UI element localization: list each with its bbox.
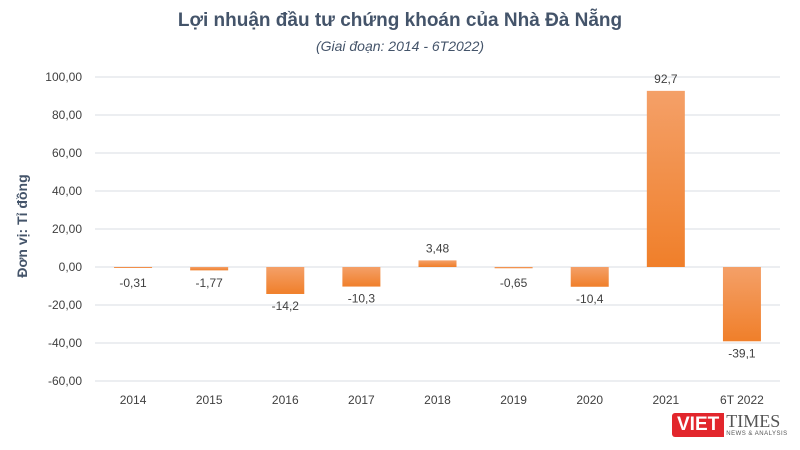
- x-tick-label: 2015: [196, 393, 223, 407]
- bar: [418, 260, 457, 267]
- y-tick-label: 40,00: [52, 184, 82, 198]
- bar: [722, 267, 761, 342]
- x-tick-label: 2020: [576, 393, 603, 407]
- logo-viet: VIET: [672, 413, 725, 437]
- data-label: 92,7: [654, 72, 678, 86]
- data-label: -1,77: [195, 276, 223, 290]
- y-tick-label: 0,00: [59, 260, 83, 274]
- x-tick-label: 2019: [500, 393, 527, 407]
- chart-subtitle: (Giai đoạn: 2014 - 6T2022): [315, 38, 485, 54]
- y-tick-label: 80,00: [52, 108, 82, 122]
- logo-text-column: TIMES NEWS & ANALYSIS: [726, 412, 787, 438]
- data-label: -39,1: [728, 346, 756, 360]
- bar: [114, 267, 153, 268]
- data-label: -14,2: [272, 299, 300, 313]
- y-tick-label: 20,00: [52, 222, 82, 236]
- data-label: -0,31: [119, 276, 147, 290]
- x-tick-label: 2016: [272, 393, 299, 407]
- data-label: -10,4: [576, 292, 604, 306]
- logo-times: TIMES: [726, 411, 781, 431]
- x-tick-label: 2017: [348, 393, 375, 407]
- y-tick-label: -40,00: [48, 336, 82, 350]
- logo-tagline: NEWS & ANALYSIS: [726, 431, 788, 437]
- y-tick-label: -20,00: [48, 298, 82, 312]
- y-tick-label: 60,00: [52, 146, 82, 160]
- chart-title: Lợi nhuận đầu tư chứng khoán của Nhà Đà …: [177, 10, 623, 31]
- data-label: 3,48: [426, 241, 450, 255]
- bar: [266, 267, 305, 294]
- bar: [494, 267, 533, 269]
- bar: [342, 267, 381, 287]
- bar: [570, 267, 609, 287]
- x-tick-label: 2014: [120, 393, 147, 407]
- bar: [190, 267, 229, 271]
- data-label: -0,65: [500, 276, 528, 290]
- viettimes-logo: VIET TIMES NEWS & ANALYSIS: [672, 412, 788, 438]
- x-tick-label: 6T 2022: [720, 393, 764, 407]
- x-tick-label: 2018: [424, 393, 451, 407]
- bar: [646, 90, 685, 268]
- data-label: -10,3: [348, 292, 376, 306]
- x-tick-label: 2021: [652, 393, 679, 407]
- y-tick-label: 100,00: [45, 70, 82, 84]
- y-tick-label: -60,00: [48, 374, 82, 388]
